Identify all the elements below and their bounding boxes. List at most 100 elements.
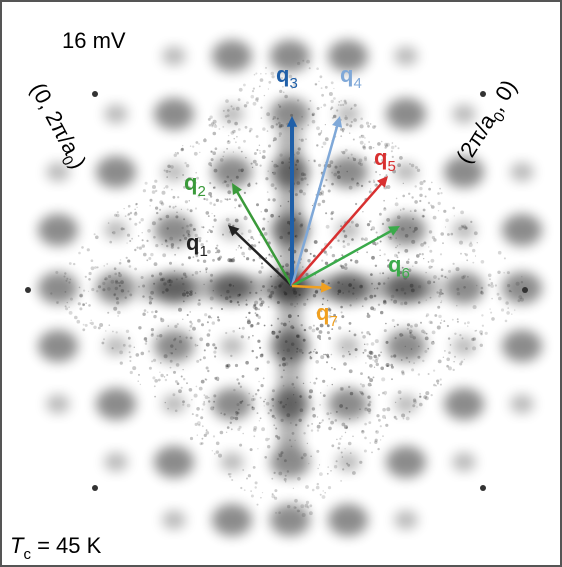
speckle xyxy=(74,316,78,320)
speckle xyxy=(226,148,228,150)
speckle xyxy=(115,287,118,290)
speckle xyxy=(375,431,377,433)
blob xyxy=(220,452,244,471)
speckle xyxy=(169,262,172,265)
speckle xyxy=(227,109,230,112)
speckle xyxy=(104,279,105,280)
speckle xyxy=(179,336,181,338)
speckle xyxy=(333,97,336,100)
speckle xyxy=(376,287,378,289)
speckle xyxy=(208,400,210,402)
speckle xyxy=(209,124,212,127)
speckle xyxy=(376,414,379,417)
speckle xyxy=(425,196,427,198)
speckle xyxy=(242,327,245,330)
speckle xyxy=(443,357,444,358)
speckle xyxy=(284,478,287,481)
speckle xyxy=(327,356,330,359)
bragg-peak xyxy=(480,485,486,491)
speckle xyxy=(130,371,133,374)
speckle xyxy=(415,185,417,187)
speckle xyxy=(412,404,415,407)
speckle xyxy=(262,285,265,288)
speckle xyxy=(260,354,264,358)
speckle xyxy=(258,308,260,310)
speckle xyxy=(65,291,67,293)
speckle xyxy=(279,402,281,404)
speckle xyxy=(323,394,326,397)
speckle xyxy=(257,412,259,414)
speckle xyxy=(233,389,235,391)
speckle xyxy=(413,362,415,364)
speckle xyxy=(141,218,144,221)
speckle xyxy=(171,352,173,354)
speckle xyxy=(411,368,414,371)
speckle xyxy=(282,405,285,408)
speckle xyxy=(127,290,129,292)
speckle xyxy=(301,457,304,460)
speckle xyxy=(141,276,144,279)
speckle xyxy=(200,442,203,445)
speckle xyxy=(338,442,341,445)
speckle xyxy=(314,240,318,244)
speckle xyxy=(236,378,238,380)
speckle xyxy=(312,120,316,124)
speckle xyxy=(431,182,433,184)
speckle xyxy=(318,81,319,82)
speckle xyxy=(126,330,129,333)
speckle xyxy=(271,478,273,480)
speckle xyxy=(331,183,334,186)
speckle xyxy=(202,425,204,427)
speckle xyxy=(299,294,301,296)
speckle xyxy=(212,213,213,214)
speckle xyxy=(490,284,494,288)
speckle xyxy=(111,280,115,284)
speckle xyxy=(385,418,386,419)
speckle xyxy=(375,265,377,267)
speckle xyxy=(212,151,216,155)
speckle xyxy=(260,497,262,499)
speckle xyxy=(128,337,131,340)
speckle xyxy=(160,362,161,363)
speckle xyxy=(208,215,210,217)
speckle xyxy=(136,203,138,205)
speckle xyxy=(348,386,350,388)
speckle xyxy=(518,299,521,302)
speckle xyxy=(299,510,300,511)
speckle xyxy=(182,293,186,297)
speckle xyxy=(283,385,285,387)
speckle xyxy=(302,352,304,354)
speckle xyxy=(210,307,212,309)
speckle xyxy=(264,209,268,213)
speckle xyxy=(420,243,424,247)
speckle xyxy=(521,281,523,283)
speckle xyxy=(249,130,251,132)
speckle xyxy=(414,261,417,264)
speckle xyxy=(97,266,99,268)
speckle xyxy=(64,272,66,274)
speckle xyxy=(355,203,357,205)
speckle xyxy=(369,401,372,404)
speckle xyxy=(364,344,365,345)
speckle xyxy=(290,303,293,306)
speckle xyxy=(477,242,478,243)
speckle xyxy=(232,108,235,111)
speckle xyxy=(244,192,246,194)
speckle xyxy=(167,280,170,283)
speckle xyxy=(241,151,243,153)
speckle xyxy=(361,185,363,187)
speckle xyxy=(129,360,131,362)
speckle xyxy=(171,189,173,191)
speckle xyxy=(333,115,337,119)
speckle xyxy=(345,149,348,152)
speckle xyxy=(349,418,351,420)
speckle xyxy=(223,151,225,153)
speckle xyxy=(258,241,260,243)
speckle xyxy=(289,162,290,163)
speckle xyxy=(289,439,291,441)
speckle xyxy=(171,243,174,246)
speckle xyxy=(156,338,158,340)
speckle xyxy=(310,357,313,360)
speckle xyxy=(301,324,303,326)
speckle xyxy=(207,321,209,323)
